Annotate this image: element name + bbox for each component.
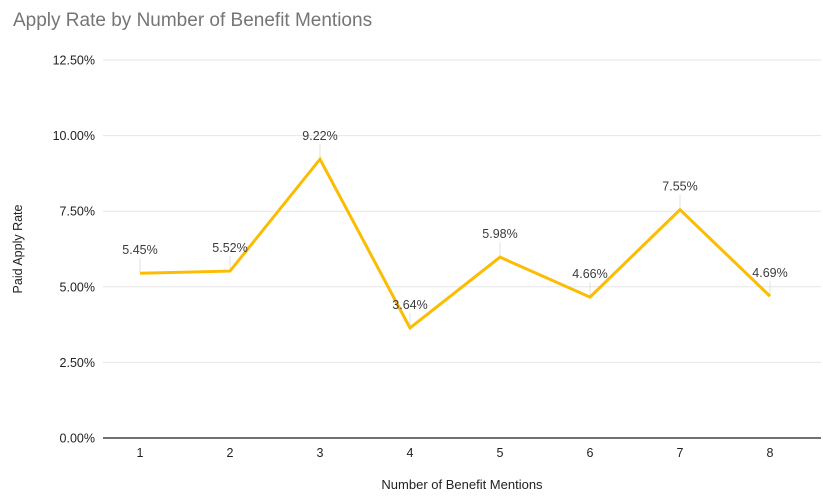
y-axis-title: Paid Apply Rate <box>11 204 25 294</box>
point-label: 5.52% <box>212 241 247 255</box>
x-tick-label: 7 <box>677 446 684 460</box>
x-tick-label: 8 <box>767 446 774 460</box>
point-label: 5.45% <box>122 243 157 257</box>
y-tick-label: 0.00% <box>60 432 95 446</box>
y-tick-label: 10.00% <box>53 129 95 143</box>
x-tick-label: 6 <box>587 446 594 460</box>
point-label: 7.55% <box>662 180 697 194</box>
x-tick-label: 5 <box>497 446 504 460</box>
y-tick-label: 7.50% <box>60 205 95 219</box>
y-tick-label: 2.50% <box>60 356 95 370</box>
x-tick-label: 3 <box>317 446 324 460</box>
y-tick-label: 5.00% <box>60 280 95 294</box>
point-label: 3.64% <box>392 298 427 312</box>
point-label: 4.66% <box>572 267 607 281</box>
x-axis-title: Number of Benefit Mentions <box>381 477 543 492</box>
y-tick-label: 12.50% <box>53 54 95 68</box>
point-label: 4.69% <box>752 266 787 280</box>
x-tick-label: 2 <box>227 446 234 460</box>
chart-title: Apply Rate by Number of Benefit Mentions <box>13 10 373 31</box>
x-tick-label: 1 <box>137 446 144 460</box>
x-tick-label: 4 <box>407 446 414 460</box>
series-line-paid-apply-rate <box>139 156 772 331</box>
point-label: 9.22% <box>302 129 337 143</box>
point-label: 5.98% <box>482 227 517 241</box>
